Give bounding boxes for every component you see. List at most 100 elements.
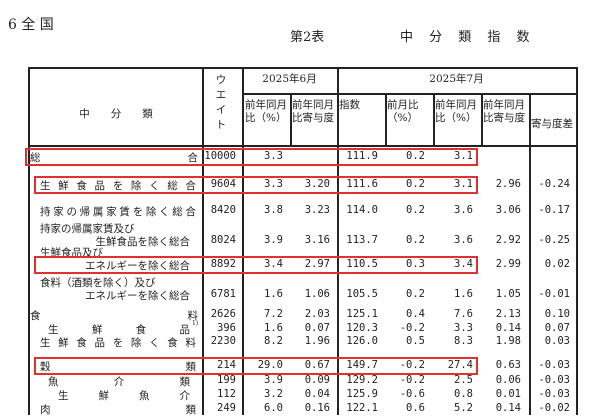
row-label-line1: 持家の帰属家賃及び bbox=[40, 223, 135, 235]
cell-value: -0.02 bbox=[538, 402, 570, 414]
row-label: 食料 bbox=[30, 310, 198, 322]
cell-value: 111.6 bbox=[346, 178, 378, 190]
cell-value: 396 bbox=[217, 322, 236, 334]
cell-value: 3.9 bbox=[264, 374, 283, 386]
cell-value: 0.2 bbox=[406, 288, 425, 300]
header-diff: 寄与度差 bbox=[531, 118, 573, 130]
cell-value: 3.1 bbox=[454, 150, 473, 162]
highlight-box bbox=[25, 148, 478, 166]
cell-value: 3.6 bbox=[454, 204, 473, 216]
header-mom: 前月比（%） bbox=[387, 99, 419, 124]
highlight-box bbox=[34, 176, 478, 194]
cell-value: 0.6 bbox=[406, 402, 425, 414]
cell-value: 10000 bbox=[204, 150, 236, 162]
cell-value: 0.07 bbox=[304, 322, 330, 334]
row-label: 魚介類 bbox=[48, 376, 190, 388]
cell-value: 0.2 bbox=[406, 178, 425, 190]
cell-value: 1.6 bbox=[454, 288, 473, 300]
cell-value: 6.0 bbox=[264, 402, 283, 414]
table-title: 中 分 類 指 数 bbox=[400, 30, 536, 45]
cell-value: 129.2 bbox=[346, 374, 378, 386]
header-contrib: 前年同月比寄与度 bbox=[483, 99, 525, 124]
cell-value: 2.99 bbox=[495, 258, 521, 270]
row-label-line2: 生鮮食品を除く総合 bbox=[95, 236, 191, 248]
cell-value: 8.2 bbox=[264, 335, 283, 347]
cell-value: 1.6 bbox=[264, 322, 283, 334]
section-title: 6 全 国 bbox=[8, 17, 54, 33]
cell-value: -0.03 bbox=[538, 388, 570, 400]
row-label: 生鮮食品を除く食料 bbox=[40, 337, 196, 349]
cell-value: 0.09 bbox=[304, 374, 330, 386]
cell-value: 2230 bbox=[210, 335, 236, 347]
cell-value: 214 bbox=[217, 359, 236, 371]
cell-value: 114.0 bbox=[346, 204, 378, 216]
cell-value: 111.9 bbox=[346, 150, 378, 162]
cell-value: 3.3 bbox=[454, 322, 473, 334]
cell-value: 9604 bbox=[210, 178, 236, 190]
highlight-box bbox=[34, 357, 478, 375]
column-line bbox=[385, 93, 387, 145]
cell-value: 27.4 bbox=[447, 359, 473, 371]
table-border-top bbox=[28, 67, 576, 69]
cell-value: 0.10 bbox=[544, 308, 570, 320]
cell-value: 120.3 bbox=[346, 322, 378, 334]
cell-value: -0.2 bbox=[399, 359, 425, 371]
cell-value: 2.97 bbox=[304, 258, 330, 270]
cell-value: 3.3 bbox=[264, 178, 283, 190]
cell-value: 7.2 bbox=[264, 308, 283, 320]
cell-value: 0.2 bbox=[406, 204, 425, 216]
column-line bbox=[242, 67, 244, 415]
header-index: 指数 bbox=[339, 99, 360, 111]
cell-value: 3.9 bbox=[264, 234, 283, 246]
cell-value: 2.5 bbox=[454, 374, 473, 386]
column-line bbox=[433, 93, 435, 145]
cell-value: 0.03 bbox=[544, 335, 570, 347]
cell-value: -0.24 bbox=[538, 178, 570, 190]
cell-value: 8892 bbox=[210, 258, 236, 270]
column-line bbox=[28, 67, 30, 415]
column-line bbox=[529, 93, 531, 415]
cell-value: 1.06 bbox=[304, 288, 330, 300]
cell-value: 110.5 bbox=[346, 258, 378, 270]
cell-value: 1.05 bbox=[495, 288, 521, 300]
row-label: 生鮮食品 bbox=[48, 324, 190, 336]
cell-value: 149.7 bbox=[346, 359, 378, 371]
row-label: 持家の帰属家賃を除く総合 bbox=[40, 206, 196, 218]
cell-value: 199 bbox=[217, 374, 236, 386]
cell-value: 125.1 bbox=[346, 308, 378, 320]
table-number: 第2表 bbox=[290, 30, 325, 45]
row-label: 肉類 bbox=[40, 404, 196, 416]
header-weight: ウエイト bbox=[215, 74, 227, 131]
cell-value: 0.4 bbox=[406, 308, 425, 320]
cell-value: 3.4 bbox=[454, 258, 473, 270]
cell-value: 8420 bbox=[210, 204, 236, 216]
cell-value: 0.63 bbox=[495, 359, 521, 371]
cell-value: 2.13 bbox=[495, 308, 521, 320]
cell-value: 8.3 bbox=[454, 335, 473, 347]
cell-value: 29.0 bbox=[257, 359, 283, 371]
cell-value: -0.03 bbox=[538, 374, 570, 386]
cell-value: 3.6 bbox=[454, 234, 473, 246]
header-bottom-line bbox=[28, 145, 576, 147]
cell-value: 2.92 bbox=[495, 234, 521, 246]
cell-value: 3.3 bbox=[264, 150, 283, 162]
cell-value: 0.04 bbox=[304, 388, 330, 400]
cell-value: 2.96 bbox=[495, 178, 521, 190]
cell-value: 6781 bbox=[210, 288, 236, 300]
cell-value: 0.07 bbox=[544, 322, 570, 334]
cell-value: 113.7 bbox=[346, 234, 378, 246]
cell-value: 0.5 bbox=[406, 335, 425, 347]
cell-value: 3.20 bbox=[304, 178, 330, 190]
cell-value: 3.23 bbox=[304, 204, 330, 216]
cell-value: -0.17 bbox=[538, 204, 570, 216]
cell-value: 2626 bbox=[210, 308, 236, 320]
cell-value: -0.01 bbox=[538, 288, 570, 300]
cell-value: 3.2 bbox=[264, 388, 283, 400]
row-label: 穀類 bbox=[40, 361, 196, 373]
cell-value: 0.14 bbox=[495, 322, 521, 334]
cell-value: 0.2 bbox=[406, 234, 425, 246]
cell-value: 0.2 bbox=[406, 150, 425, 162]
cell-value: 7.6 bbox=[454, 308, 473, 320]
cell-value: 249 bbox=[217, 402, 236, 414]
row-label-line2: エネルギーを除く総合 bbox=[85, 260, 190, 272]
